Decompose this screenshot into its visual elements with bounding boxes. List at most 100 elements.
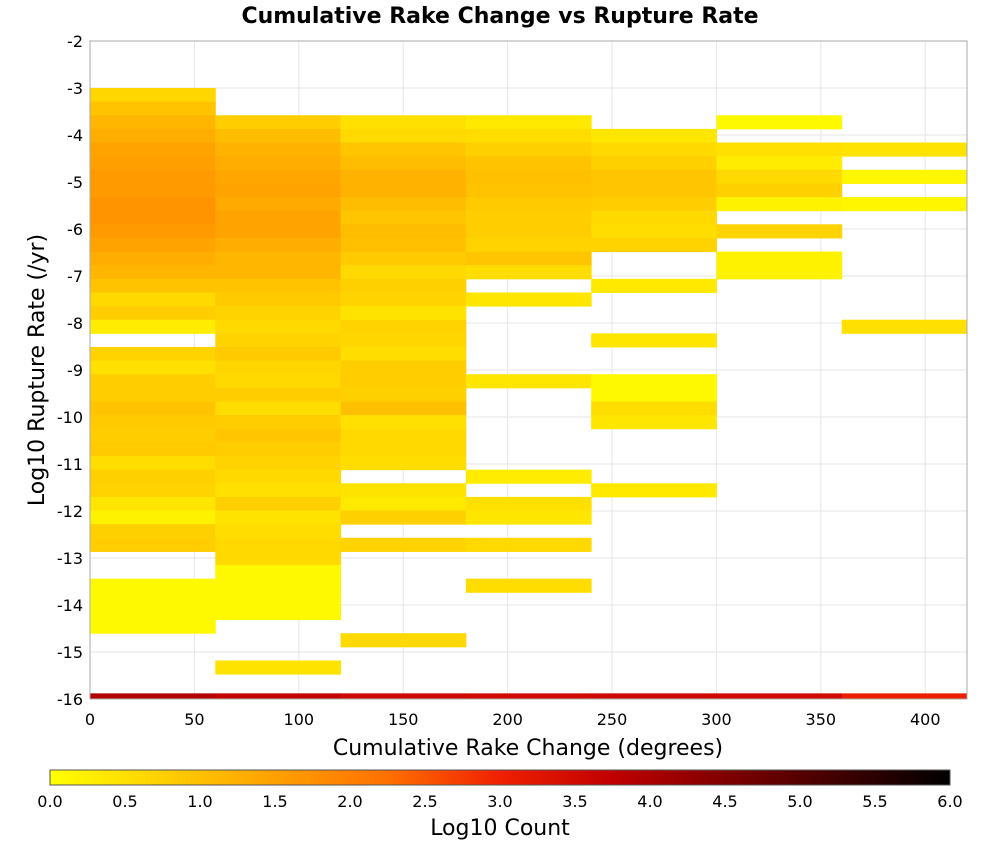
heatmap-cell [340, 496, 467, 512]
x-tick-label: 200 [492, 710, 523, 729]
heatmap-cell [90, 619, 216, 634]
heatmap-cell [215, 156, 342, 171]
colorbar-tick-label: 6.0 [937, 792, 962, 811]
heatmap-cell [716, 156, 843, 171]
y-tick-label: -7 [67, 267, 83, 286]
heatmap-cell [716, 115, 843, 130]
bottom-strip-cell [591, 693, 717, 699]
heatmap-cell [340, 633, 467, 648]
y-tick-label: -14 [57, 596, 83, 615]
heatmap-cell [465, 197, 592, 212]
heatmap-cell [90, 524, 216, 539]
heatmap-cell [465, 224, 592, 239]
heatmap-cell [465, 251, 592, 266]
heatmap-cell [465, 510, 592, 525]
heatmap-cell [841, 319, 968, 334]
chart-title: Cumulative Rake Change vs Rupture Rate [241, 4, 758, 29]
bottom-strip-cell [340, 693, 467, 699]
y-tick-label: -15 [57, 643, 83, 662]
heatmap-cell [340, 278, 467, 293]
x-tick-label: 400 [910, 710, 941, 729]
heatmap-cell [215, 210, 342, 225]
heatmap-cell [716, 197, 843, 212]
colorbar-tick-label: 1.0 [187, 792, 212, 811]
heatmap-cell [90, 237, 216, 253]
heatmap-cell [215, 183, 342, 198]
heatmap-cell [340, 142, 467, 157]
x-tick-label: 300 [701, 710, 732, 729]
y-tick-label: -9 [67, 361, 83, 380]
heatmap-cell [90, 251, 216, 266]
heatmap-cell [340, 265, 467, 280]
bottom-strip-cell [90, 693, 216, 699]
bottom-strip-cell [841, 693, 968, 699]
plot-frame [89, 40, 968, 700]
heatmap-cell [90, 592, 216, 607]
heatmap-cell [215, 442, 342, 457]
heatmap-cell [340, 306, 467, 321]
heatmap-cell [90, 101, 216, 116]
heatmap-cell [90, 537, 216, 552]
heatmap-cell [215, 128, 342, 144]
heatmap-cell [591, 183, 717, 198]
colorbar-tick-label: 5.5 [862, 792, 887, 811]
colorbar-label: Log10 Count [430, 816, 570, 841]
heatmap-cell [90, 496, 216, 512]
heatmap-cell [716, 265, 843, 280]
heatmap-cell [465, 469, 592, 484]
heatmap-cell [465, 128, 592, 144]
y-tick-label: -16 [57, 690, 83, 709]
heatmap-cell [215, 524, 342, 539]
heatmap-cell [215, 306, 342, 321]
x-tick-label: 250 [597, 710, 628, 729]
heatmap-cell [215, 469, 342, 484]
colorbar-tick-label: 3.5 [562, 792, 587, 811]
heatmap-cell [215, 428, 342, 443]
heatmap-cell [465, 210, 592, 225]
heatmap-cell [340, 115, 467, 130]
heatmap-cell [215, 483, 342, 498]
heatmap-cell [215, 224, 342, 239]
heatmap-cell [90, 456, 216, 471]
y-tick-label: -6 [67, 220, 83, 239]
heatmap-cell [591, 483, 717, 498]
colorbar-tick-label: 5.0 [787, 792, 812, 811]
heatmap-cell [340, 210, 467, 225]
heatmap-cell [716, 183, 843, 198]
y-axis-label: Log10 Rupture Rate (/yr) [25, 234, 50, 506]
y-tick-label: -5 [67, 173, 83, 192]
heatmap-cell [591, 128, 717, 144]
heatmap-cell [215, 169, 342, 184]
heatmap-cell [215, 510, 342, 525]
heatmap-cell [215, 551, 342, 566]
heatmap-cell [215, 292, 342, 307]
bottom-strip-cell [215, 693, 342, 699]
heatmap-cell [340, 374, 467, 389]
heatmap-cell [90, 265, 216, 280]
heatmap-cell [215, 237, 342, 253]
heatmap-cell [340, 183, 467, 198]
heatmap-cell [215, 333, 342, 348]
heatmap-cell [90, 483, 216, 498]
colorbar [49, 769, 951, 786]
heatmap-cell [215, 197, 342, 212]
heatmap-cell [340, 319, 467, 334]
heatmap-cell [716, 142, 843, 157]
heatmap-cell [340, 415, 467, 430]
heatmap-cell [90, 469, 216, 484]
heatmap-cell [716, 224, 843, 239]
heatmap-cell [90, 442, 216, 457]
heatmap-cell [591, 224, 717, 239]
heatmap-cell [340, 292, 467, 307]
heatmap-cell [215, 578, 342, 593]
heatmap-cell [841, 197, 968, 212]
heatmap-cell [591, 387, 717, 402]
y-tick-label: -4 [67, 126, 83, 145]
heatmap-cell [340, 456, 467, 471]
heatmap-cell [591, 333, 717, 348]
colorbar-tick-label: 4.5 [712, 792, 737, 811]
heatmap-cell [340, 169, 467, 184]
heatmap-cell [90, 387, 216, 402]
heatmap-cell [340, 156, 467, 171]
